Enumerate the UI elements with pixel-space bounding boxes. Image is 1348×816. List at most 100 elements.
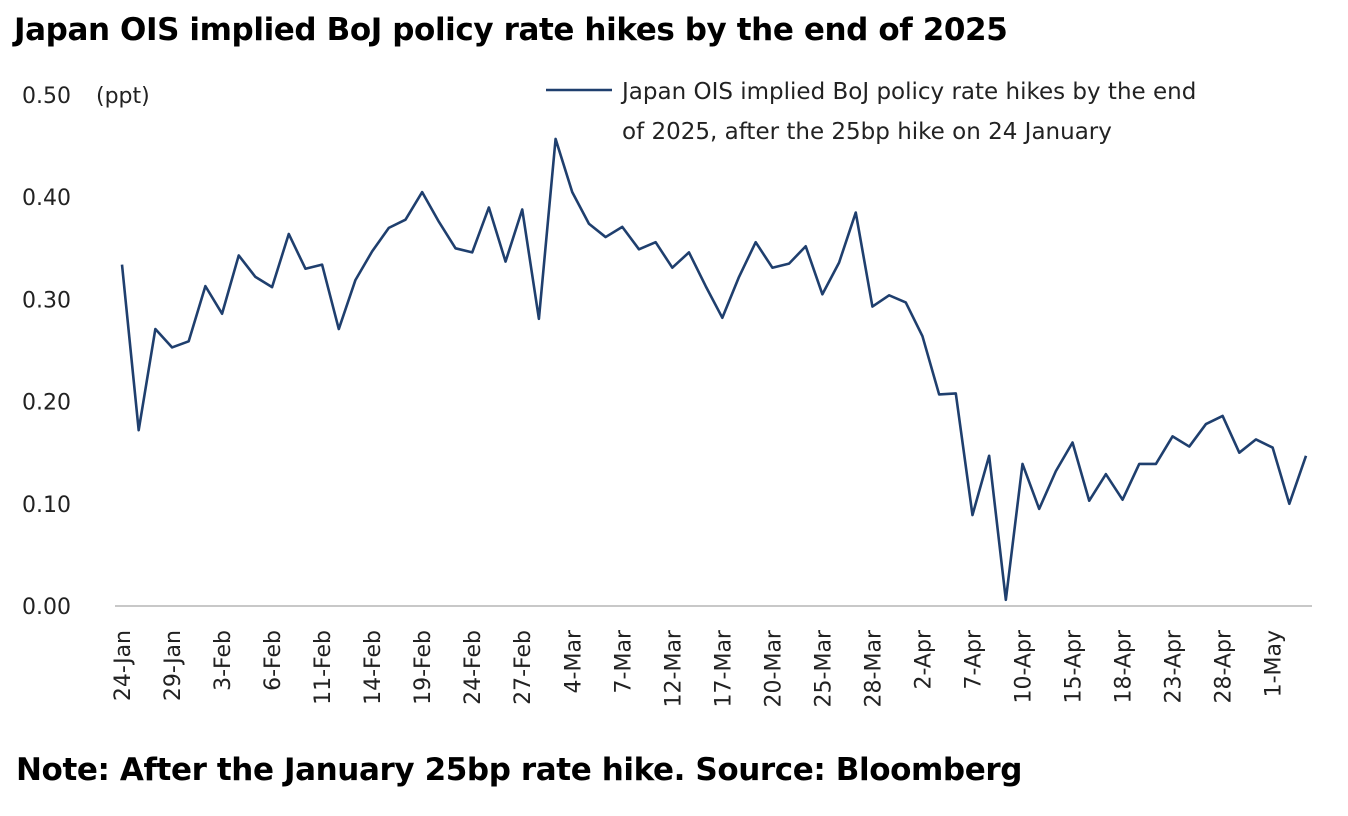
data-point: [987, 454, 991, 458]
y-axis-ticks: 0.00 0.10 0.20 0.30 0.40 0.50: [22, 84, 71, 620]
data-point: [1087, 499, 1091, 503]
x-tick-label: 11-Feb: [311, 630, 336, 705]
data-point: [554, 137, 558, 141]
x-tick-label: 20-Mar: [761, 629, 786, 707]
x-tick-label: 23-Apr: [1162, 629, 1187, 703]
data-point: [937, 392, 941, 396]
data-point: [1254, 437, 1258, 441]
x-tick-label: 15-Apr: [1062, 629, 1087, 703]
data-point: [670, 266, 674, 270]
data-point: [1171, 434, 1175, 438]
data-point: [720, 316, 724, 320]
data-point: [1237, 451, 1241, 455]
x-tick-label: 12-Mar: [661, 629, 686, 707]
y-tick-label: 0.20: [22, 391, 71, 416]
data-point: [320, 263, 324, 267]
data-point: [1304, 454, 1308, 458]
source-note: Note: After the January 25bp rate hike. …: [16, 752, 1023, 788]
y-tick-label: 0.00: [22, 595, 71, 620]
data-point: [487, 205, 491, 209]
data-point: [470, 250, 474, 254]
x-tick-label: 4-Mar: [561, 629, 586, 693]
legend-label-line-2: of 2025, after the 25bp hike on 24 Janua…: [622, 119, 1112, 145]
data-point: [754, 240, 758, 244]
data-point: [1121, 498, 1125, 502]
series-points: [120, 137, 1308, 602]
x-tick-label: 27-Feb: [511, 630, 536, 705]
x-tick-label: 6-Feb: [261, 630, 286, 691]
data-point: [920, 334, 924, 338]
x-tick-label: 24-Feb: [461, 630, 486, 705]
data-point: [337, 327, 341, 331]
data-point: [253, 275, 257, 279]
data-point: [770, 266, 774, 270]
data-point: [1004, 598, 1008, 602]
data-point: [654, 240, 658, 244]
data-point: [1204, 422, 1208, 426]
data-point: [1221, 414, 1225, 418]
data-point: [287, 232, 291, 236]
series-line: [120, 137, 1308, 602]
x-tick-label: 24-Jan: [111, 630, 136, 701]
legend-label-line-1: Japan OIS implied BoJ policy rate hikes …: [620, 79, 1196, 105]
chart-title: Japan OIS implied BoJ policy rate hikes …: [14, 12, 1008, 48]
x-tick-label: 1-May: [1262, 630, 1287, 697]
data-point: [1021, 462, 1025, 466]
data-point: [1154, 462, 1158, 466]
data-point: [303, 267, 307, 271]
data-point: [353, 278, 357, 282]
data-point: [1287, 502, 1291, 506]
data-point: [387, 226, 391, 230]
x-tick-label: 3-Feb: [211, 630, 236, 691]
y-axis-unit-label: (ppt): [96, 84, 150, 109]
data-point: [187, 339, 191, 343]
y-tick-label: 0.50: [22, 84, 71, 109]
data-point: [1187, 445, 1191, 449]
data-point: [787, 262, 791, 266]
data-point: [620, 225, 624, 229]
data-point: [587, 222, 591, 226]
x-tick-label: 7-Apr: [961, 629, 986, 689]
data-point: [837, 261, 841, 265]
data-point: [220, 312, 224, 316]
data-point: [604, 235, 608, 239]
data-point: [904, 300, 908, 304]
x-tick-label: 29-Jan: [161, 630, 186, 701]
y-tick-label: 0.30: [22, 288, 71, 313]
data-point: [270, 285, 274, 289]
data-point: [137, 428, 141, 432]
data-point: [704, 284, 708, 288]
data-point: [954, 391, 958, 395]
x-tick-label: 28-Apr: [1212, 629, 1237, 703]
x-tick-label: 28-Mar: [861, 629, 886, 707]
x-tick-label: 25-Mar: [811, 629, 836, 707]
data-point: [804, 244, 808, 248]
data-point: [403, 218, 407, 222]
data-point: [437, 220, 441, 224]
data-point: [870, 305, 874, 309]
data-point: [420, 190, 424, 194]
data-point: [1037, 507, 1041, 511]
data-point: [454, 246, 458, 250]
y-tick-label: 0.40: [22, 186, 71, 211]
x-tick-label: 14-Feb: [361, 630, 386, 705]
x-tick-label: 2-Apr: [911, 629, 936, 689]
data-point: [537, 317, 541, 321]
data-point: [637, 247, 641, 251]
data-point: [570, 190, 574, 194]
data-point: [1104, 472, 1108, 476]
data-point: [370, 249, 374, 253]
y-tick-label: 0.10: [22, 493, 71, 518]
x-tick-label: 17-Mar: [711, 629, 736, 707]
x-tick-label: 7-Mar: [611, 629, 636, 693]
data-point: [737, 275, 741, 279]
data-point: [970, 513, 974, 517]
data-point: [170, 345, 174, 349]
data-point: [1071, 440, 1075, 444]
data-point: [854, 211, 858, 215]
x-tick-label: 18-Apr: [1112, 629, 1137, 703]
legend: Japan OIS implied BoJ policy rate hikes …: [546, 79, 1196, 145]
x-axis-ticks: 24-Jan 29-Jan 3-Feb 6-Feb 11-Feb 14-Feb 19-Feb…: [111, 629, 1287, 707]
x-tick-label: 19-Feb: [411, 630, 436, 705]
